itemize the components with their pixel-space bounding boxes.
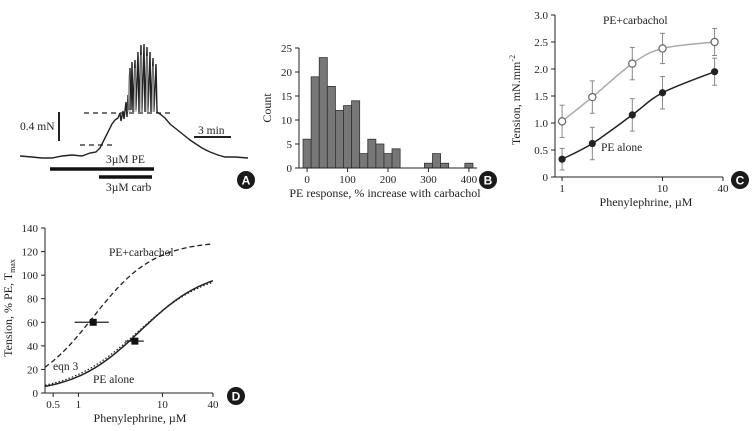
y-tick-label: 2.5 <box>534 37 548 49</box>
panel-c-ylabel: Tension, mN.mm-2 <box>508 55 523 145</box>
panel-c-label-pe-alone: PE alone <box>601 142 642 154</box>
y-tick-label: 40 <box>27 341 39 353</box>
data-point-filled <box>711 68 719 76</box>
panel-c-badge: C <box>731 171 749 189</box>
y-tick-label: 3.0 <box>534 10 548 22</box>
panel-b: 0 100 200 300 400 0 5 10 15 20 25 PE response, % i… <box>260 43 497 200</box>
histogram-bar <box>391 148 401 169</box>
y-tick-label: 1.5 <box>534 91 548 103</box>
x-tick-label: 100 <box>339 174 356 186</box>
panel-d-badge: D <box>227 387 245 405</box>
x-tick-label: 200 <box>380 174 397 186</box>
x-tick-label: 300 <box>420 174 437 186</box>
histogram-bar <box>383 153 393 169</box>
histogram-bar <box>351 100 361 169</box>
panel-d-label-carbachol: PE+carbachol <box>109 247 174 259</box>
y-tick-label: 80 <box>27 294 39 306</box>
y-tick-label: 1.0 <box>534 118 548 130</box>
data-point-filled <box>558 155 566 163</box>
histogram-bar <box>343 105 352 169</box>
panel-b-badge: B <box>479 171 497 189</box>
panel-a: 0.4 mN 3 min 3µM PE 3µM carb A <box>19 43 255 194</box>
svg-text:A: A <box>242 174 251 188</box>
panel-a-pe-label: 3µM PE <box>106 154 145 166</box>
y-tick-label: 5 <box>287 139 293 151</box>
panel-a-time-label: 3 min <box>198 125 225 137</box>
svg-text:B: B <box>484 174 493 188</box>
histogram-bar <box>335 110 344 169</box>
x-tick-label: 0 <box>304 174 310 186</box>
y-tick-label: 2.0 <box>534 64 548 76</box>
data-point-filled <box>588 139 596 148</box>
histogram-bar <box>440 162 450 169</box>
histogram-bar <box>375 143 385 169</box>
x-tick-label: 0.5 <box>46 399 60 411</box>
y-tick-label: 0 <box>33 388 39 400</box>
panel-d-ylabel: Tension, % PE, Tmax <box>1 259 17 357</box>
svg-text:D: D <box>232 390 241 404</box>
y-tick-label: 0.5 <box>534 145 548 157</box>
data-point-filled <box>658 89 667 97</box>
panel-d-eqn3-curve <box>44 281 214 386</box>
histogram-bar <box>318 57 328 169</box>
y-tick-label: 0 <box>287 163 293 175</box>
panel-a-badge: A <box>237 171 255 189</box>
data-point-open <box>588 92 597 102</box>
histogram-bar <box>359 153 369 169</box>
panel-d-label-pe-alone: PE alone <box>93 374 134 386</box>
x-tick-label: 40 <box>208 399 220 411</box>
panel-c-xlabel: Phenylephrine, µM <box>600 195 693 209</box>
panel-a-vscale-label: 0.4 mN <box>20 121 55 133</box>
panel-c-points <box>557 28 719 171</box>
histogram-bar <box>464 162 474 169</box>
data-point-square <box>89 318 97 326</box>
panel-c-label-carbachol: PE+carbachol <box>603 15 668 27</box>
histogram-bar <box>432 153 441 169</box>
panel-a-carb-label: 3µM carb <box>106 182 152 194</box>
data-point-filled <box>628 111 636 119</box>
y-tick-label: 15 <box>281 91 293 103</box>
panel-c-ticks: 1 10 40 0 0.5 1.0 1.5 2.0 2.5 3.0 <box>534 10 729 195</box>
data-point-open <box>557 117 567 126</box>
y-tick-label: 20 <box>281 67 293 79</box>
histogram-bar <box>424 162 433 169</box>
panel-d-label-eqn3: eqn 3 <box>53 361 78 373</box>
svg-text:C: C <box>736 174 745 188</box>
histogram-bar <box>310 76 320 169</box>
panel-b-bars <box>302 57 474 169</box>
panel-d-ticks: 0.5 1 10 40 0 20 40 60 80 100 120 140 <box>22 223 220 411</box>
histogram-bar <box>367 138 377 169</box>
panel-a-trace-shadow <box>127 54 155 113</box>
data-point-square <box>131 337 139 345</box>
panel-d-carbachol-curve <box>44 243 214 368</box>
histogram-bar <box>326 86 336 169</box>
x-tick-label: 10 <box>157 399 169 411</box>
panel-d-points <box>74 318 144 345</box>
data-point-open <box>710 37 719 47</box>
y-tick-label: 100 <box>22 270 39 282</box>
panel-b-xlabel: PE response, % increase with carbachol <box>289 186 481 200</box>
histogram-bar <box>302 138 312 169</box>
y-tick-label: 60 <box>27 317 39 329</box>
panel-b-ylabel: Count <box>260 93 274 123</box>
y-tick-label: 140 <box>22 223 39 235</box>
y-tick-label: 0 <box>543 172 549 184</box>
y-tick-label: 20 <box>27 364 39 376</box>
panel-c: 1 10 40 0 0.5 1.0 1.5 2.0 2.5 3.0 PE+carbachol PE… <box>508 10 749 209</box>
y-tick-label: 10 <box>281 115 293 127</box>
panel-d-xlabel: Phenylephrine, µM <box>94 411 187 425</box>
y-tick-label: 25 <box>281 43 293 55</box>
x-tick-label: 10 <box>657 183 669 195</box>
data-point-open <box>628 59 637 68</box>
y-tick-label: 120 <box>22 247 39 259</box>
data-point-open <box>658 44 667 53</box>
x-tick-label: 1 <box>76 399 82 411</box>
x-tick-label: 1 <box>559 183 565 195</box>
panel-b-ticks: 0 100 200 300 400 0 5 10 15 20 25 <box>281 43 478 186</box>
x-tick-label: 400 <box>461 174 478 186</box>
x-tick-label: 40 <box>718 183 730 195</box>
